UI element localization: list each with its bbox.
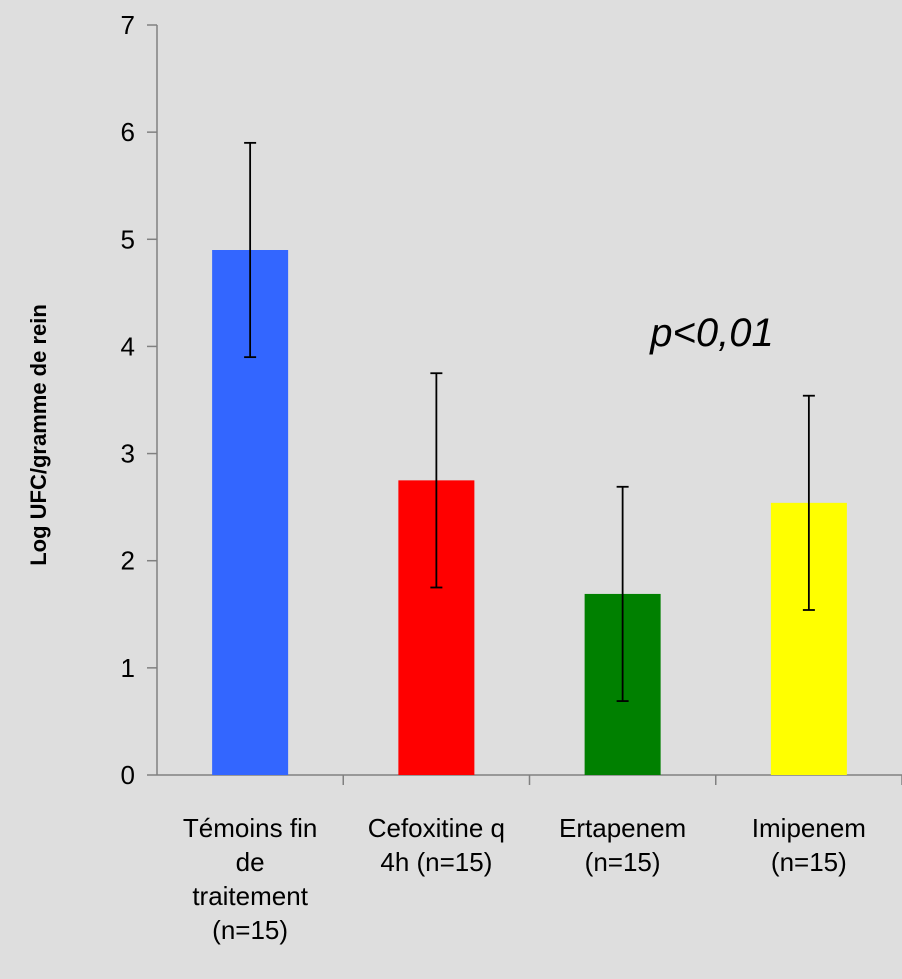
- x-category-label-line: Cefoxitine q: [368, 813, 505, 843]
- x-category-label-line: traitement: [192, 881, 308, 911]
- x-category-label-line: Imipenem: [752, 813, 866, 843]
- x-category-label-line: (n=15): [212, 915, 288, 945]
- x-category-label-line: de: [236, 847, 265, 877]
- p-value-annotation: p<0,01: [649, 311, 773, 355]
- x-category-label: Imipenem (n=15): [752, 813, 866, 877]
- x-category-label-line: (n=15): [771, 847, 847, 877]
- x-category-label-line: Ertapenem: [559, 813, 686, 843]
- x-category-label: Ertapenem (n=15): [559, 813, 686, 877]
- y-tick-label: 0: [121, 760, 135, 790]
- y-tick-label: 4: [121, 331, 135, 361]
- x-category-label: Cefoxitine q 4h (n=15): [368, 813, 505, 877]
- y-tick-label: 2: [121, 546, 135, 576]
- y-tick-label: 1: [121, 653, 135, 683]
- x-category-label-line: (n=15): [585, 847, 661, 877]
- x-category-label: Témoins fin de traitement (n=15): [183, 813, 317, 945]
- y-tick-label: 5: [121, 224, 135, 254]
- x-category-label-line: 4h (n=15): [380, 847, 492, 877]
- y-tick-label: 6: [121, 117, 135, 147]
- y-axis-title: Log UFC/gramme de rein: [26, 304, 51, 566]
- y-tick-label: 7: [121, 10, 135, 40]
- x-category-label-line: Témoins fin: [183, 813, 317, 843]
- y-tick-label: 3: [121, 439, 135, 469]
